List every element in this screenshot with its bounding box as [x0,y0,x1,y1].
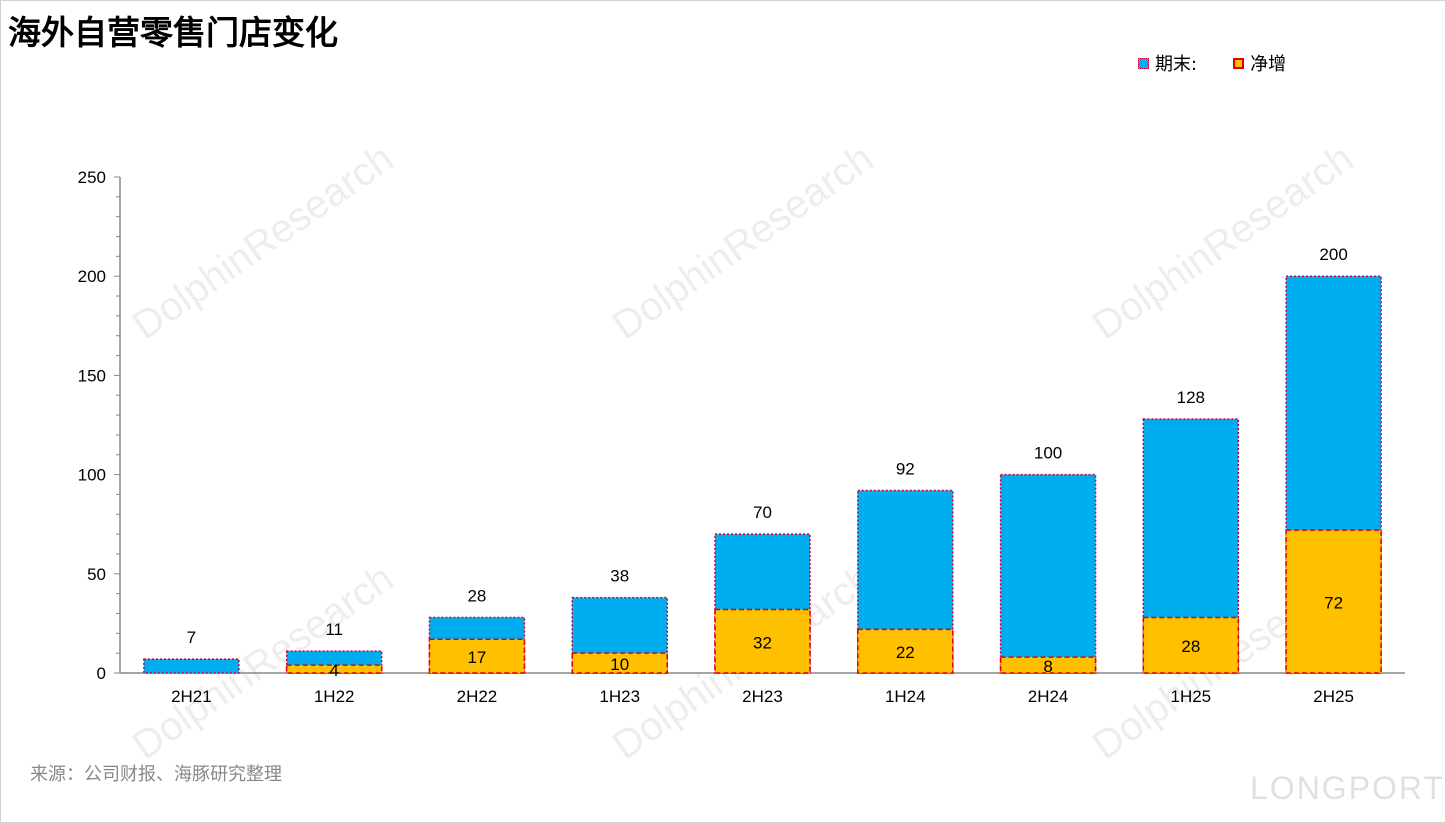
data-label-total: 11 [325,620,343,639]
legend-label-net: 净增 [1250,54,1287,75]
legend-label-total: 期末: [1155,54,1198,75]
bar-total [999,473,1097,674]
longport-logo: LONGPORT [1250,770,1445,806]
y-tick-label: 50 [87,565,106,584]
data-label-net: 10 [610,655,629,674]
x-tick-label: 1H23 [599,687,640,706]
x-tick-label: 1H25 [1171,687,1212,706]
y-tick-label: 150 [78,366,106,385]
data-label-total: 70 [753,503,772,522]
data-label-net: 17 [467,648,486,667]
bar-net [571,652,668,674]
data-label-total: 200 [1319,245,1347,264]
bar-total [143,658,240,674]
data-label-total: 92 [896,459,915,478]
data-label-total: 128 [1177,388,1205,407]
data-label-net: 8 [1043,657,1052,676]
data-label-net: 22 [896,643,915,662]
y-tick-label: 250 [78,168,106,187]
data-label-total: 28 [467,586,486,605]
y-tick-label: 200 [78,267,106,286]
x-tick-label: 2H25 [1313,687,1354,706]
x-tick-label: 1H24 [885,687,926,706]
x-tick-label: 2H21 [171,687,212,706]
data-label-total: 100 [1034,444,1062,463]
x-tick-label: 2H22 [457,687,498,706]
data-label-net: 28 [1181,637,1200,656]
bar-net [285,664,383,674]
legend-swatch-total [1138,57,1149,69]
legend-item-total: 期末: [1138,50,1197,76]
source-note: 来源：公司财报、海豚研究整理 [30,764,282,785]
legend-swatch-net [1233,57,1245,69]
data-label-net: 4 [329,661,338,680]
data-label-total: 38 [610,567,629,586]
bar-net [1285,529,1382,674]
legend: 期末: 净增 [1138,50,1322,76]
bar-net [428,638,526,674]
x-tick-label: 2H23 [742,687,783,706]
data-label-net: 72 [1324,594,1343,613]
bar-net [857,628,954,674]
bar-net [999,656,1097,674]
bar-net [1142,616,1240,674]
data-label-net: 32 [753,633,772,652]
x-tick-label: 1H22 [314,687,355,706]
x-tick-label: 2H24 [1028,687,1069,706]
y-tick-label: 0 [97,664,106,683]
legend-item-net: 净增 [1233,50,1286,76]
chart-title: 海外自营零售门店变化 [8,13,338,52]
y-tick-label: 100 [78,466,106,485]
data-label-total: 7 [187,628,196,647]
bar-net [714,608,811,674]
